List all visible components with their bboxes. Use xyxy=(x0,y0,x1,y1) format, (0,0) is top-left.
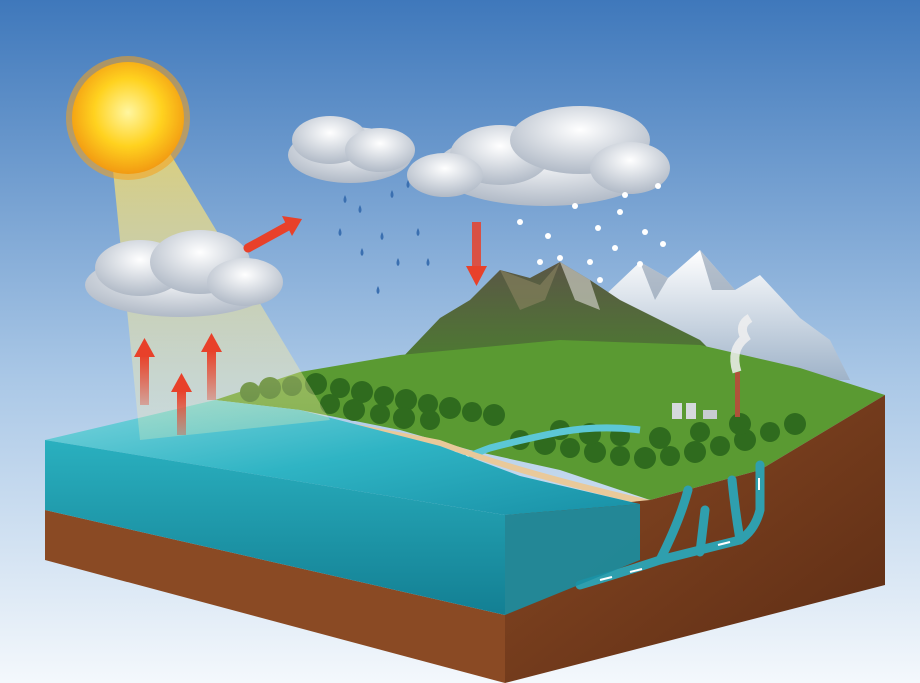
arrow-up-icon xyxy=(134,338,155,405)
sun-icon xyxy=(66,56,190,180)
arrow-up-icon xyxy=(201,333,222,400)
rain-cloud xyxy=(288,116,415,183)
snowflake-icon xyxy=(517,183,666,283)
snow-cloud xyxy=(407,106,670,206)
arrow-down-icon xyxy=(466,222,487,286)
groundwater-arrows xyxy=(599,478,760,581)
soil-front xyxy=(45,510,505,683)
groundwater xyxy=(575,460,765,590)
low-cloud xyxy=(85,230,283,317)
arrow-right-icon xyxy=(243,216,302,253)
evaporation-arrows xyxy=(134,333,222,435)
power-plant xyxy=(672,314,753,419)
raindrop-icon xyxy=(338,180,430,294)
arrow-up-icon xyxy=(171,373,192,435)
beach xyxy=(215,402,650,504)
ocean-front xyxy=(45,440,505,615)
mountain xyxy=(400,262,720,360)
soil-side xyxy=(505,395,885,683)
